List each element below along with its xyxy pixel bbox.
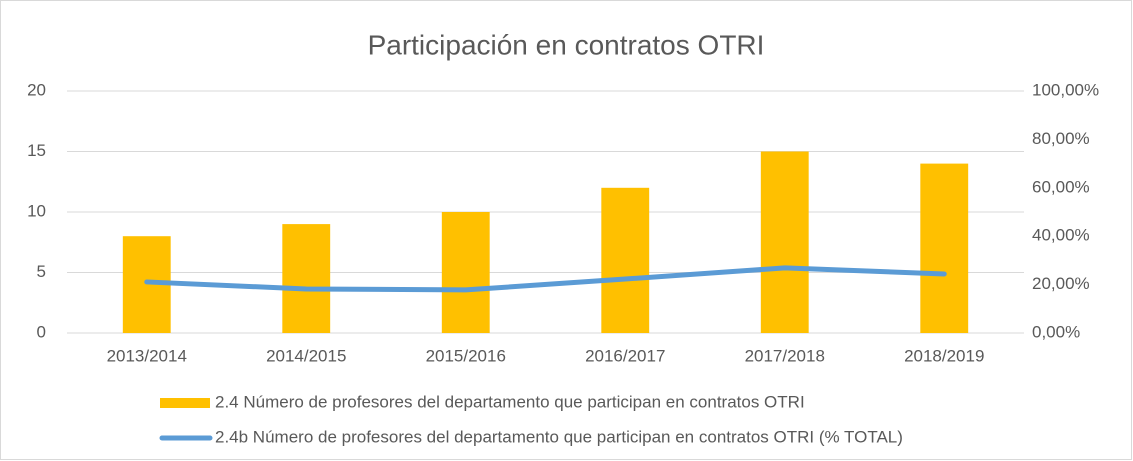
legend-label: 2.4 Número de profesores del departament… [215,392,805,411]
bar [441,212,490,333]
x-tick-label: 2017/2018 [745,346,825,365]
y2-tick-label: 100,00% [1032,80,1099,99]
legend-swatch [160,398,210,408]
x-tick-label: 2015/2016 [426,346,506,365]
y-tick-label: 20 [27,80,46,99]
y2-tick-label: 20,00% [1032,274,1090,293]
y-tick-label: 5 [37,262,46,281]
y2-tick-label: 0,00% [1032,322,1080,341]
x-tick-label: 2016/2017 [585,346,665,365]
y2-tick-label: 60,00% [1032,177,1090,196]
chart-title: Participación en contratos OTRI [368,29,765,60]
bar [601,187,650,333]
y-tick-label: 10 [27,201,46,220]
y-tick-label: 0 [37,322,46,341]
x-tick-label: 2013/2014 [107,346,187,365]
x-tick-label: 2018/2019 [904,346,984,365]
y2-tick-label: 80,00% [1032,129,1090,148]
bar [920,163,969,333]
y-tick-label: 15 [27,141,46,160]
x-tick-label: 2014/2015 [266,346,346,365]
line-series [144,265,947,293]
bar [760,151,809,333]
bar [282,224,331,333]
y2-tick-label: 40,00% [1032,226,1090,245]
legend-label: 2.4b Número de profesores del departamen… [215,427,903,446]
